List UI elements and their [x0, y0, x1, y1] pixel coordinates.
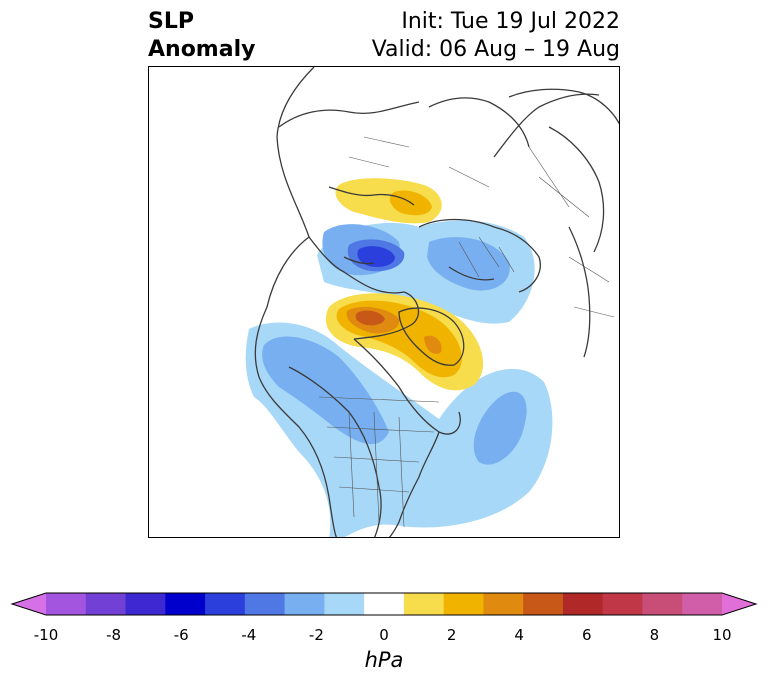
colorbar-tick-label: -2	[308, 626, 324, 644]
title-right: Init: Tue 19 Jul 2022 Valid: 06 Aug – 19…	[372, 8, 620, 64]
valid-range: Valid: 06 Aug – 19 Aug	[371, 37, 620, 62]
colorbar-extend-min	[12, 593, 46, 615]
colorbar-tick-label: -6	[173, 626, 189, 644]
colorbar-segment	[562, 593, 604, 615]
colorbar-extend-max	[722, 593, 756, 615]
colorbar-segment	[602, 593, 643, 615]
colorbar-segments	[12, 593, 756, 615]
political-borders	[318, 136, 615, 528]
colorbar-tick-label: -10	[33, 626, 59, 644]
colorbar-tick-label: 2	[446, 626, 457, 644]
colorbar-segment	[682, 593, 723, 615]
colorbar-segment	[125, 593, 166, 615]
colorbar-segment	[483, 593, 524, 615]
init-date: Init: Tue 19 Jul 2022	[401, 9, 620, 34]
title-variable: SLP	[148, 9, 194, 34]
colorbar-units: hPa	[364, 648, 404, 672]
colorbar	[10, 592, 758, 616]
colorbar-tick-label: 8	[649, 626, 660, 644]
colorbar-segment	[165, 593, 206, 615]
colorbar-segment	[443, 593, 484, 615]
colorbar-segment	[205, 593, 246, 615]
colorbar-tick-label: 0	[379, 626, 389, 644]
anomaly-pos-strong-east	[424, 335, 442, 354]
colorbar-tick-label: 4	[514, 626, 524, 644]
map-edge-band-left	[149, 287, 159, 317]
colorbar-segment	[403, 593, 445, 615]
map-edge-band-right	[611, 287, 619, 317]
colorbar-segment	[364, 593, 405, 615]
title-left: SLP Anomaly	[148, 8, 255, 64]
anomaly-neg-core	[357, 246, 395, 267]
colorbar-outline	[10, 592, 758, 616]
colorbar-segment	[244, 593, 286, 615]
slp-anomaly-map	[149, 67, 619, 537]
anomaly-neg-mid-atlantic	[473, 391, 527, 465]
colorbar-segment	[284, 593, 325, 615]
colorbar-tick-label: 6	[582, 626, 592, 644]
title-anomaly: Anomaly	[148, 37, 256, 62]
anomaly-pos-max	[355, 310, 385, 326]
colorbar-segment	[46, 593, 87, 615]
colorbar-segment	[324, 593, 365, 615]
colorbar-segment	[85, 593, 127, 615]
colorbar-tick-label: -4	[241, 626, 257, 644]
colorbar-segment	[642, 593, 683, 615]
coastlines	[254, 67, 619, 537]
colorbar-segment	[523, 593, 564, 615]
anomaly-neg-mid-eurasia	[427, 237, 510, 291]
map-panel	[148, 66, 620, 538]
colorbar-tick-label: -8	[106, 626, 122, 644]
colorbar-tick-label: 10	[712, 626, 732, 644]
